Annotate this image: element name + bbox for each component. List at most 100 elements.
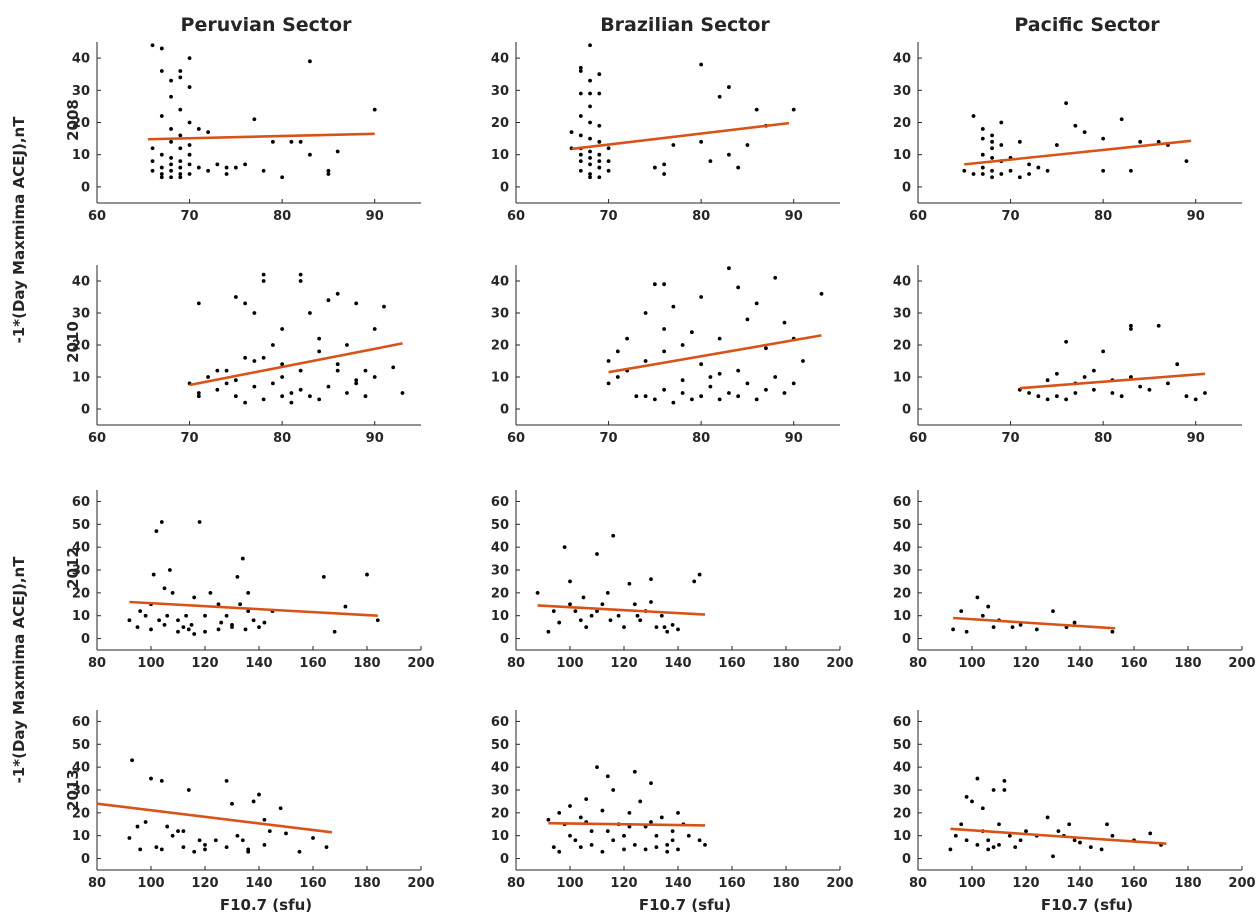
data-point xyxy=(196,391,201,395)
y-tick-label: 40 xyxy=(491,52,509,67)
data-point xyxy=(578,69,583,73)
y-tick-label: 0 xyxy=(500,180,509,195)
data-point xyxy=(953,833,958,838)
data-point xyxy=(1017,175,1022,180)
data-point xyxy=(606,146,611,151)
y-tick-label: 10 xyxy=(893,148,911,163)
data-point xyxy=(238,602,243,607)
y-tick-label: 0 xyxy=(81,180,90,195)
data-point xyxy=(335,362,340,367)
data-point xyxy=(665,849,670,854)
data-point xyxy=(138,609,143,614)
data-point xyxy=(1078,840,1082,845)
x-tick-label: 80 xyxy=(273,209,291,224)
data-point xyxy=(997,822,1001,827)
data-point xyxy=(246,847,251,852)
data-point xyxy=(588,78,592,83)
data-point xyxy=(615,375,620,379)
y-tick-label: 10 xyxy=(72,609,90,624)
data-point xyxy=(578,65,583,70)
data-point xyxy=(588,136,592,141)
y-tick-label: 40 xyxy=(491,541,509,556)
data-point xyxy=(1045,168,1050,173)
data-point xyxy=(224,165,229,170)
data-point xyxy=(662,349,667,354)
data-point xyxy=(203,613,207,618)
x-tick-label: 80 xyxy=(88,876,106,891)
data-point xyxy=(270,343,275,347)
data-point xyxy=(999,143,1004,147)
x-tick-label: 70 xyxy=(1002,431,1020,446)
data-point xyxy=(986,838,991,843)
data-point xyxy=(597,123,602,128)
data-point xyxy=(169,94,173,99)
x-tick-label: 120 xyxy=(191,876,218,891)
data-point xyxy=(181,829,186,834)
data-point xyxy=(1010,625,1015,630)
x-tick-label: 100 xyxy=(958,876,985,891)
y-tick-label: 50 xyxy=(491,738,509,753)
data-point xyxy=(143,613,148,618)
data-point xyxy=(670,622,675,627)
data-point xyxy=(298,139,303,144)
data-point xyxy=(557,810,562,815)
data-point xyxy=(764,346,768,351)
data-point xyxy=(1018,838,1023,843)
data-point xyxy=(699,139,704,144)
y-axis-label-bottom: -1*(Day Maxmima ACEJ),nT xyxy=(10,556,28,784)
x-tick-label: 80 xyxy=(692,431,710,446)
data-point xyxy=(150,43,155,48)
data-point xyxy=(1110,391,1115,395)
x-tick-label: 80 xyxy=(273,431,291,446)
data-point xyxy=(611,838,616,843)
data-point xyxy=(635,613,640,618)
data-point xyxy=(578,91,583,96)
data-point xyxy=(699,295,704,299)
data-point xyxy=(606,359,611,363)
data-point xyxy=(597,152,602,157)
data-point xyxy=(224,613,229,618)
data-point xyxy=(197,520,202,524)
data-point xyxy=(717,94,722,99)
data-point xyxy=(627,810,632,815)
data-point xyxy=(243,355,248,360)
data-point xyxy=(187,56,192,60)
y-tick-label: 50 xyxy=(72,738,90,753)
data-point xyxy=(178,133,183,138)
data-point xyxy=(1008,168,1013,173)
data-point xyxy=(595,609,599,614)
data-point xyxy=(189,622,194,627)
fit-line xyxy=(129,600,378,618)
data-point xyxy=(1054,143,1059,147)
data-point xyxy=(170,833,175,838)
data-point xyxy=(736,394,741,399)
data-point xyxy=(578,133,583,138)
data-point xyxy=(1051,609,1055,614)
data-point xyxy=(990,146,994,151)
data-point xyxy=(578,159,583,164)
data-point xyxy=(680,343,685,347)
data-point xyxy=(169,168,173,173)
x-tick-label: 160 xyxy=(1120,656,1147,671)
y-tick-label: 40 xyxy=(893,541,911,556)
data-point xyxy=(178,159,183,164)
y-tick-label: 0 xyxy=(81,852,90,867)
data-point xyxy=(1099,847,1104,852)
data-point xyxy=(1203,391,1207,395)
data-point xyxy=(187,162,192,167)
y-tick-label: 40 xyxy=(491,761,509,776)
data-point xyxy=(588,156,592,160)
data-point xyxy=(773,375,778,379)
data-point xyxy=(240,838,245,843)
scatter-panel-2013-10: 80 100 120 140 160 180 200 0 10 20 30 40 50 60 xyxy=(491,710,854,891)
data-point xyxy=(363,368,368,373)
y-tick-label: 0 xyxy=(902,403,911,418)
scatter-panel-2010-5: 60 70 80 90 0 10 20 30 40 xyxy=(893,265,1242,446)
data-point xyxy=(169,127,173,131)
data-point xyxy=(224,778,229,783)
data-point xyxy=(206,130,210,135)
data-point xyxy=(615,349,620,354)
data-point xyxy=(980,172,985,176)
data-point xyxy=(280,327,285,331)
